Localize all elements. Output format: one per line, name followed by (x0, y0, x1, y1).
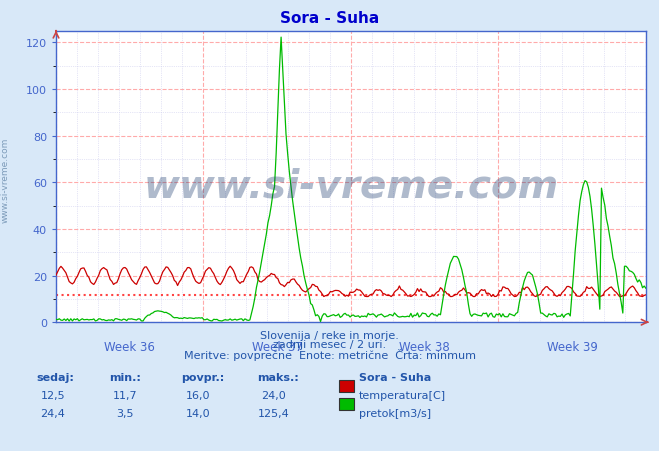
Text: temperatura[C]: temperatura[C] (359, 390, 446, 400)
Text: Week 36: Week 36 (104, 340, 155, 353)
Text: www.si-vreme.com: www.si-vreme.com (1, 138, 10, 223)
Text: zadnji mesec / 2 uri.: zadnji mesec / 2 uri. (273, 339, 386, 349)
Text: Meritve: povprečne  Enote: metrične  Črta: minmum: Meritve: povprečne Enote: metrične Črta:… (183, 348, 476, 360)
Text: Sora - Suha: Sora - Suha (280, 11, 379, 26)
Text: 14,0: 14,0 (185, 408, 210, 418)
Text: Sora - Suha: Sora - Suha (359, 372, 432, 382)
Text: 11,7: 11,7 (113, 390, 138, 400)
Text: 24,0: 24,0 (261, 390, 286, 400)
Text: povpr.:: povpr.: (181, 372, 225, 382)
Text: Week 39: Week 39 (547, 340, 598, 353)
Text: sedaj:: sedaj: (36, 372, 74, 382)
Text: pretok[m3/s]: pretok[m3/s] (359, 408, 431, 418)
Text: 3,5: 3,5 (117, 408, 134, 418)
Text: 16,0: 16,0 (185, 390, 210, 400)
Text: Slovenija / reke in morje.: Slovenija / reke in morje. (260, 330, 399, 340)
Text: 125,4: 125,4 (258, 408, 289, 418)
Text: www.si-vreme.com: www.si-vreme.com (143, 167, 559, 205)
Text: Week 37: Week 37 (252, 340, 302, 353)
Text: 24,4: 24,4 (40, 408, 65, 418)
Text: 12,5: 12,5 (40, 390, 65, 400)
Text: maks.:: maks.: (257, 372, 299, 382)
Text: min.:: min.: (109, 372, 140, 382)
Text: Week 38: Week 38 (399, 340, 450, 353)
